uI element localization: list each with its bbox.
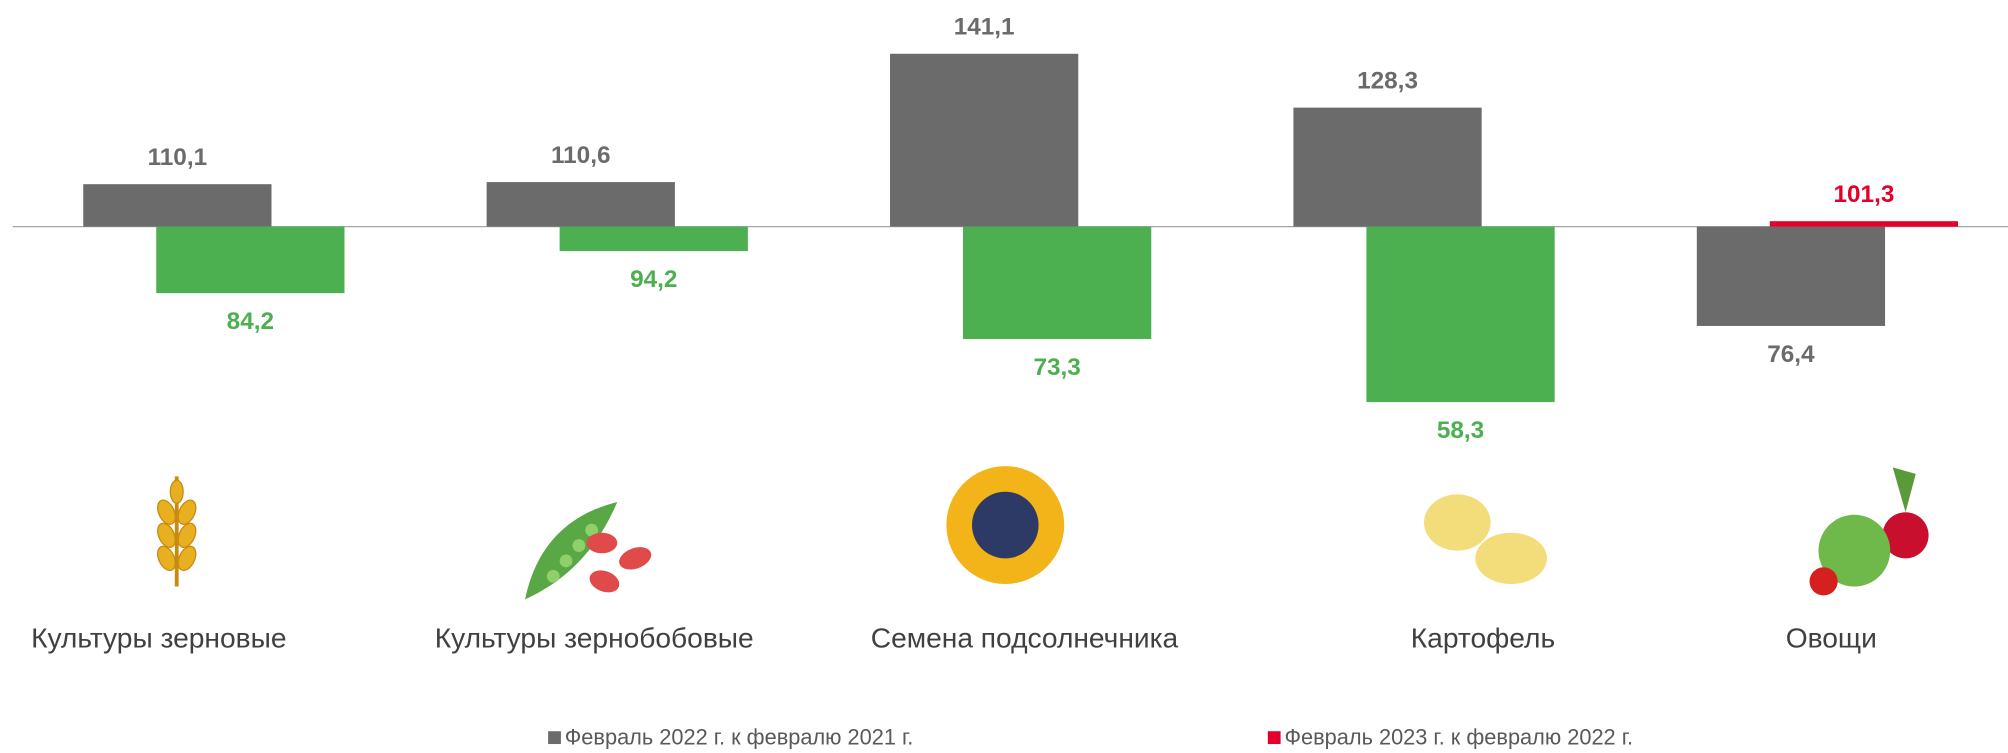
bar — [890, 53, 1079, 227]
bar — [963, 226, 1152, 339]
vegetables-icon — [1809, 467, 1929, 596]
category-label: Культуры зерновые — [31, 622, 286, 654]
bar — [1696, 226, 1886, 326]
value-label: 110,6 — [551, 142, 611, 169]
wheat-icon — [157, 476, 197, 587]
value-label: 76,4 — [1767, 341, 1815, 368]
value-label: 94,2 — [630, 266, 677, 293]
value-label: 73,3 — [1033, 354, 1080, 381]
legend-label: Февраль 2022 г. к февралю 2021 г. — [565, 725, 914, 750]
value-label: 84,2 — [227, 308, 274, 335]
bar — [486, 182, 675, 227]
bar — [559, 226, 748, 252]
potato-icon — [1424, 494, 1547, 584]
bar — [1769, 221, 1959, 227]
value-label: 58,3 — [1437, 417, 1484, 444]
value-label: 128,3 — [1357, 67, 1418, 94]
category-label: Семена подсолнечника — [871, 622, 1179, 654]
bar — [1366, 226, 1555, 403]
bar — [83, 184, 272, 227]
bar — [1293, 107, 1482, 227]
legend-swatch — [1267, 731, 1281, 745]
value-label: 101,3 — [1833, 181, 1894, 208]
bar — [156, 226, 345, 294]
icons — [157, 466, 1929, 600]
value-label: 110,1 — [148, 144, 208, 171]
sunflower-icon — [946, 466, 1065, 584]
category-label: Овощи — [1786, 622, 1877, 654]
beans-icon — [525, 502, 652, 600]
category-label: Картофель — [1411, 622, 1555, 654]
legend-label: Февраль 2023 г. к февралю 2022 г. — [1284, 725, 1633, 750]
legend-swatch — [548, 731, 561, 745]
value-label: 141,1 — [954, 14, 1015, 41]
category-label: Культуры зернобобовые — [435, 622, 754, 654]
